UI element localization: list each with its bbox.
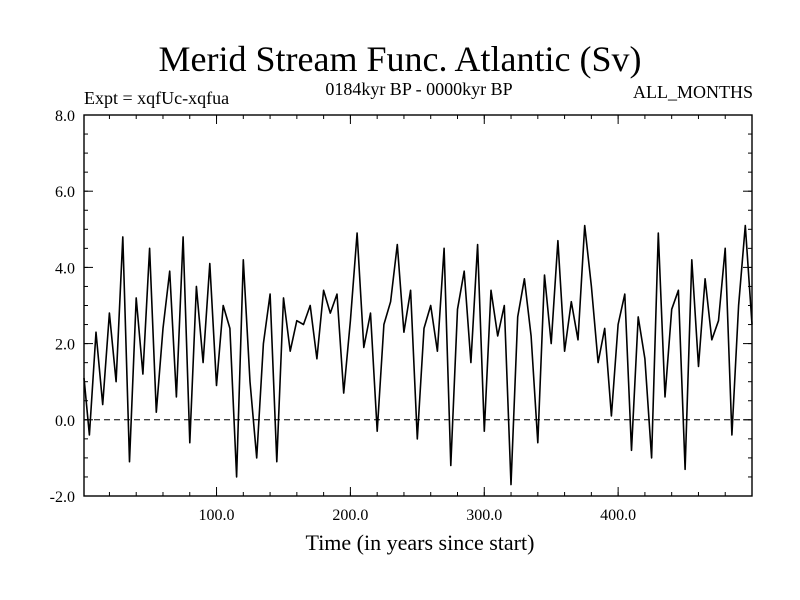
series-line <box>83 224 753 486</box>
experiment-label: Expt = xqfUc-xqfua <box>84 88 230 108</box>
chart-subtitle: 0184kyr BP - 0000kyr BP <box>325 79 513 99</box>
x-tick-label: 300.0 <box>466 507 502 524</box>
x-axis-label: Time (in years since start) <box>306 530 535 555</box>
series-lines <box>83 224 753 486</box>
x-tick-label: 400.0 <box>600 507 636 524</box>
tick-labels: -2.0 0.0 2.0 4.0 6.0 8.0 100.0 200.0 300.0 400.0 <box>50 108 636 524</box>
chart-title: Merid Stream Func. Atlantic (Sv) <box>158 39 642 79</box>
y-tick-label: 2.0 <box>55 337 75 354</box>
y-tick-label: 6.0 <box>55 184 75 201</box>
period-label: ALL_MONTHS <box>633 82 753 102</box>
y-tick-label: 8.0 <box>55 108 75 125</box>
y-tick-label: -2.0 <box>50 489 75 506</box>
x-tick-label: 100.0 <box>199 507 235 524</box>
y-tick-label: 0.0 <box>55 413 75 430</box>
x-tick-label: 200.0 <box>332 507 368 524</box>
tick-marks <box>84 114 752 497</box>
y-tick-label: 4.0 <box>55 260 75 277</box>
